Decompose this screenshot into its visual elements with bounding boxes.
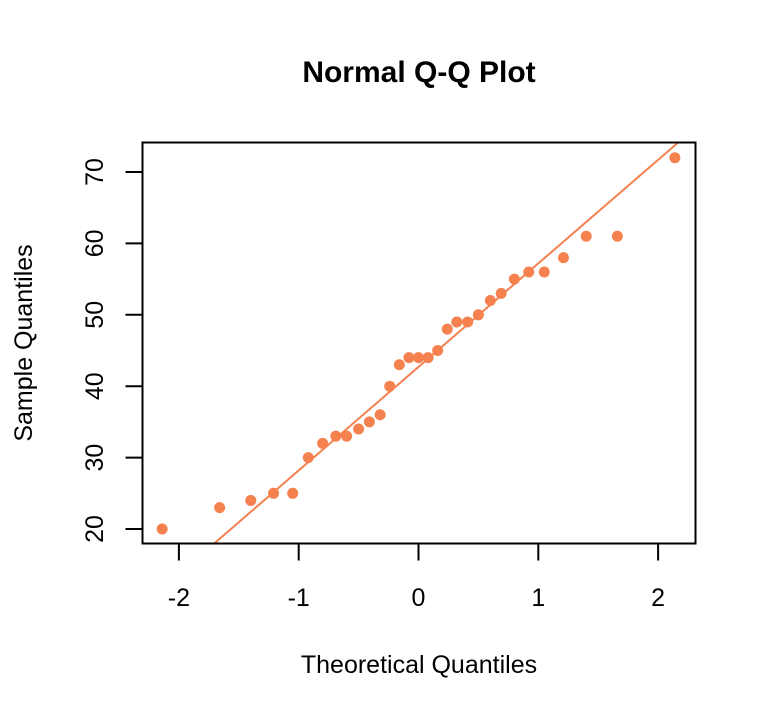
data-point xyxy=(317,437,329,449)
data-point xyxy=(287,487,299,499)
x-axis-label: Theoretical Quantiles xyxy=(301,651,537,679)
x-tick-label: -2 xyxy=(168,584,190,612)
data-point xyxy=(384,380,396,392)
data-point xyxy=(523,266,535,278)
data-point xyxy=(245,494,257,506)
y-tick-label: 40 xyxy=(81,372,109,400)
data-point xyxy=(214,502,226,514)
data-point xyxy=(422,352,434,364)
data-point xyxy=(156,523,168,535)
x-tick-label: 2 xyxy=(651,584,665,612)
chart-title: Normal Q-Q Plot xyxy=(302,56,535,89)
y-tick-label: 70 xyxy=(81,158,109,186)
y-axis: 20 30 40 50 60 70 xyxy=(81,158,143,543)
data-point xyxy=(462,316,474,328)
data-point xyxy=(353,423,365,435)
x-tick-label: 1 xyxy=(531,584,545,612)
x-axis: -2 -1 0 1 2 xyxy=(168,543,665,612)
data-point xyxy=(441,323,453,335)
data-point xyxy=(557,252,569,264)
x-tick-label: -1 xyxy=(288,584,310,612)
data-point xyxy=(330,430,342,442)
data-point xyxy=(374,409,386,421)
data-point xyxy=(432,345,444,356)
y-tick-label: 30 xyxy=(81,444,109,472)
y-tick-label: 20 xyxy=(81,515,109,543)
data-point xyxy=(451,316,463,328)
data-point xyxy=(403,352,415,364)
data-point xyxy=(341,430,353,442)
plot-area xyxy=(156,142,681,544)
y-tick-label: 60 xyxy=(81,229,109,257)
y-tick-label: 50 xyxy=(81,301,109,329)
data-point xyxy=(495,287,507,299)
data-point xyxy=(580,230,592,242)
data-point xyxy=(484,295,496,307)
data-point xyxy=(508,273,520,285)
data-point xyxy=(413,352,424,364)
data-point xyxy=(472,309,484,321)
data-point xyxy=(363,416,375,428)
data-point xyxy=(538,266,550,278)
data-point xyxy=(393,359,405,371)
data-point xyxy=(611,230,623,242)
plot-frame xyxy=(141,141,697,545)
reference-line xyxy=(212,142,680,544)
x-tick-label: 0 xyxy=(412,584,426,612)
data-point xyxy=(268,487,280,499)
data-point xyxy=(669,152,681,164)
y-axis-label: Sample Quantiles xyxy=(10,244,38,441)
data-point xyxy=(302,452,314,464)
